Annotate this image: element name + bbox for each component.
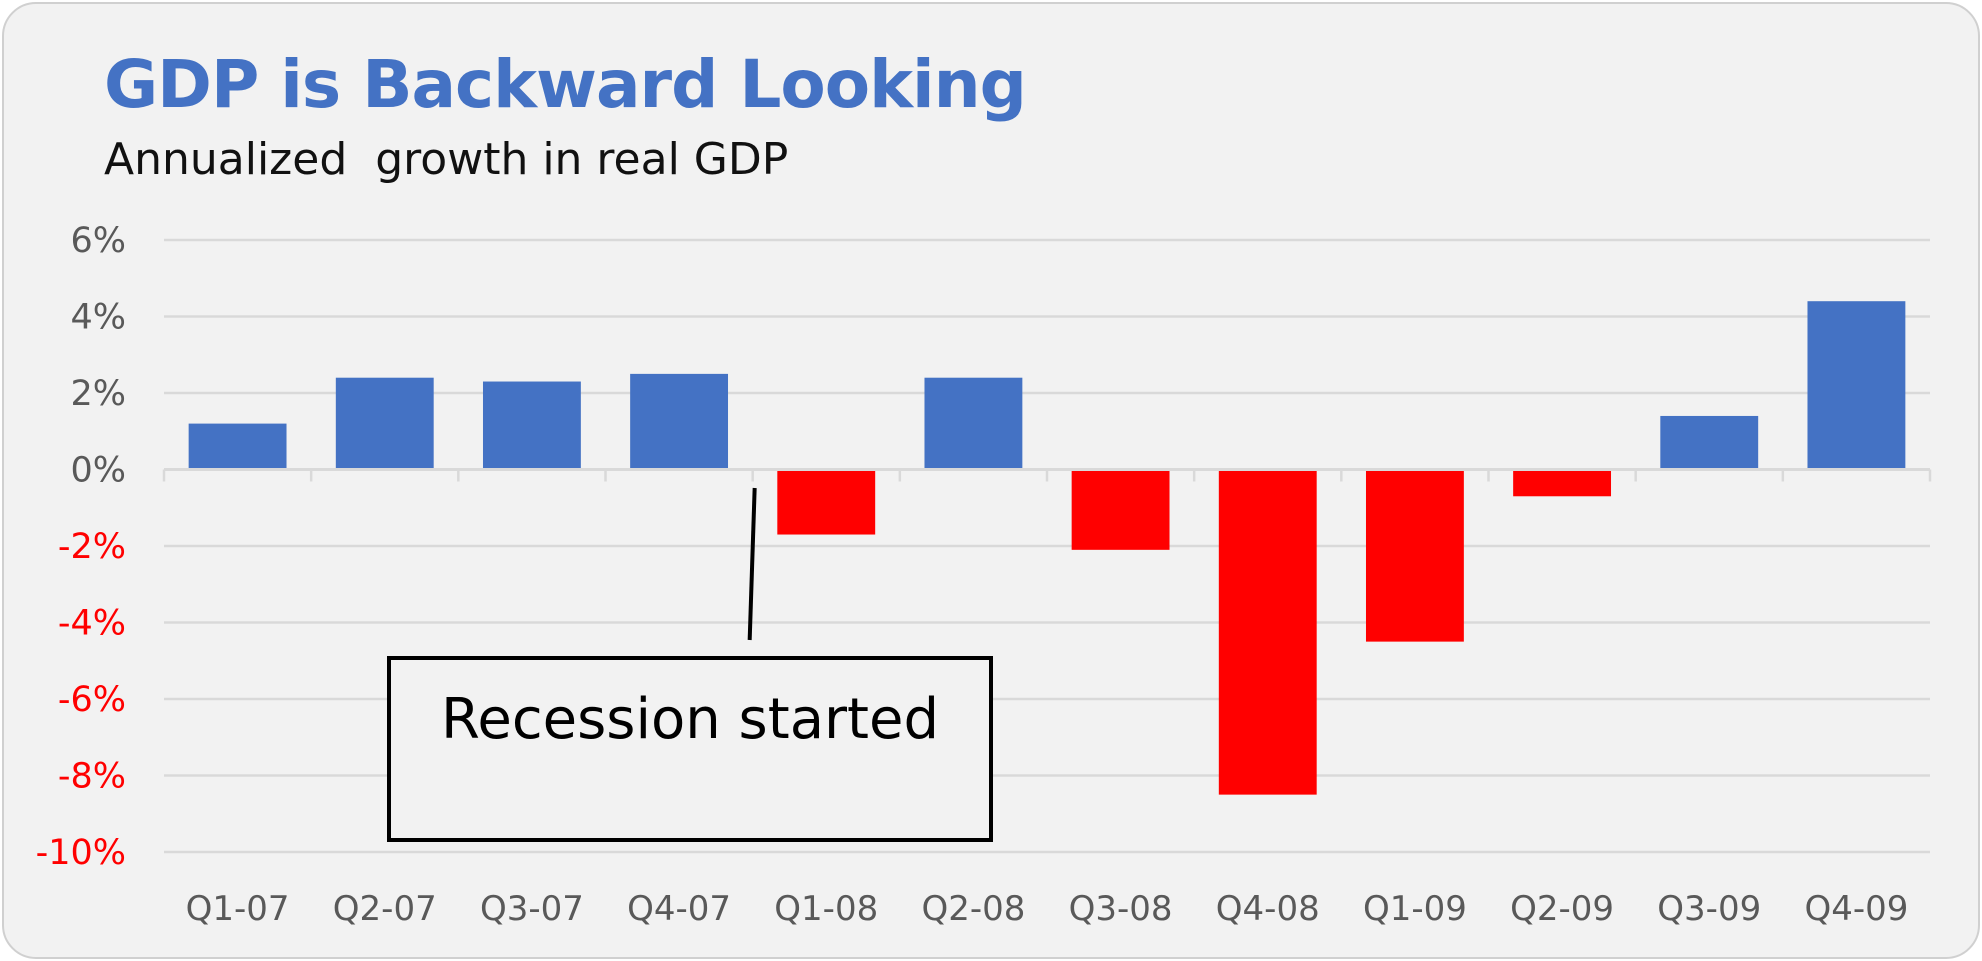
annotation-text: Recession started bbox=[441, 687, 939, 752]
x-tick-label: Q3-09 bbox=[1657, 889, 1761, 929]
bar-q2-08 bbox=[924, 377, 1023, 470]
x-tick-label: Q2-09 bbox=[1510, 889, 1614, 929]
y-tick-label: 2% bbox=[70, 374, 126, 414]
chart-subtitle: Annualized growth in real GDP bbox=[104, 134, 789, 185]
x-tick-label: Q1-08 bbox=[774, 889, 878, 929]
x-tick-label: Q2-07 bbox=[333, 889, 437, 929]
bar-q4-09 bbox=[1807, 301, 1906, 470]
x-tick-label: Q4-08 bbox=[1216, 889, 1320, 929]
bar-q3-09 bbox=[1660, 415, 1759, 470]
x-tick-label: Q4-09 bbox=[1804, 889, 1908, 929]
y-tick-label: -8% bbox=[58, 757, 126, 797]
bar-q1-08 bbox=[777, 469, 876, 535]
x-tick-label: Q4-07 bbox=[627, 889, 731, 929]
x-tick-label: Q3-07 bbox=[480, 889, 584, 929]
x-tick-label: Q2-08 bbox=[921, 889, 1025, 929]
bar-q1-09 bbox=[1365, 469, 1464, 642]
annotation-leader-line bbox=[747, 487, 757, 641]
y-tick-label: 0% bbox=[70, 451, 126, 491]
x-tick-label: Q1-09 bbox=[1363, 889, 1467, 929]
y-tick-label: -6% bbox=[58, 680, 126, 720]
x-tick-label: Q1-07 bbox=[186, 889, 290, 929]
bar-q1-07 bbox=[188, 423, 287, 470]
bar-q4-08 bbox=[1218, 469, 1317, 795]
bar-q2-07 bbox=[335, 377, 434, 470]
y-tick-label: 4% bbox=[70, 298, 126, 338]
bar-q2-09 bbox=[1513, 469, 1612, 497]
bar-q4-07 bbox=[630, 373, 729, 470]
bar-q3-07 bbox=[482, 381, 581, 470]
annotation-box bbox=[387, 656, 993, 842]
y-tick-label: -2% bbox=[58, 527, 126, 567]
y-tick-label: -4% bbox=[58, 604, 126, 644]
x-tick-label: Q3-08 bbox=[1069, 889, 1173, 929]
bar-q3-08 bbox=[1071, 469, 1170, 550]
chart-title: GDP is Backward Looking bbox=[104, 46, 1027, 123]
y-tick-label: 6% bbox=[70, 221, 126, 261]
y-tick-label: -10% bbox=[36, 833, 126, 873]
